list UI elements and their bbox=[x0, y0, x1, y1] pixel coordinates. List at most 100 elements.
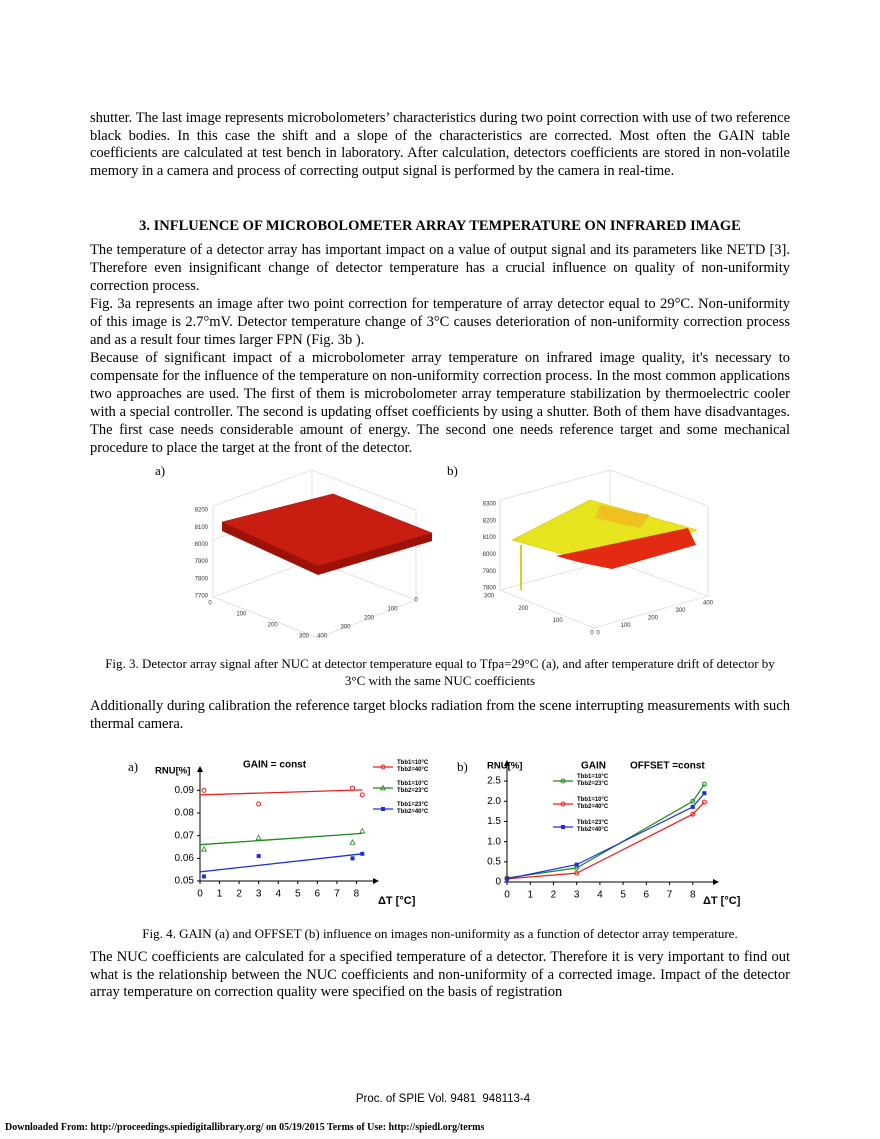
surface-tick-label: 200 bbox=[518, 606, 529, 612]
surface-tick-label: 8300 bbox=[483, 502, 497, 508]
paragraph: Because of significant impact of a micro… bbox=[90, 350, 790, 456]
surface-tick-label: 300 bbox=[299, 634, 310, 640]
x-tick-label: 7 bbox=[334, 889, 340, 900]
x-tick-label: 1 bbox=[527, 890, 533, 901]
figure-caption: Fig. 4. GAIN (a) and OFFSET (b) influenc… bbox=[142, 926, 738, 941]
paragraph: The temperature of a detector array has … bbox=[90, 242, 790, 294]
surface-tick-label: 7700 bbox=[195, 594, 209, 600]
surface-tick-label: 300 bbox=[484, 594, 495, 600]
series-line bbox=[506, 792, 705, 880]
x-tick-label: 5 bbox=[620, 890, 626, 901]
surface-tick-label: 7800 bbox=[195, 576, 209, 582]
legend-entry: Tbb1=10°C Tbb2=40°C bbox=[552, 797, 611, 811]
y-tick-label: 1.0 bbox=[487, 836, 501, 847]
figure-caption: Fig. 3. Detector array signal after NUC … bbox=[105, 656, 775, 688]
fit-line bbox=[199, 853, 363, 873]
legend-swatch bbox=[373, 784, 393, 791]
y-axis-label: RNU[%] bbox=[487, 761, 522, 772]
marker bbox=[201, 787, 207, 793]
surface-tick-label: 7900 bbox=[483, 569, 497, 575]
legend-label: Tbb1=23°C Tbb2=40°C bbox=[577, 820, 609, 833]
surface-tick-label: 0 bbox=[590, 631, 594, 637]
legend-entry: Tbb1=10°C Tbb2=23°C bbox=[372, 781, 431, 795]
section-body: The temperature of a detector array has … bbox=[90, 241, 790, 457]
footer: Proc. of SPIE Vol. 9481 948113-4 bbox=[355, 1093, 531, 1105]
marker bbox=[690, 811, 696, 817]
download-note: Downloaded From: http://proceedings.spie… bbox=[5, 1122, 485, 1133]
x-axis-label: ΔT [°C] bbox=[703, 895, 741, 907]
marker bbox=[690, 804, 695, 809]
surface-tick-label: 300 bbox=[675, 608, 686, 614]
surface-tick-label: 8200 bbox=[483, 518, 497, 524]
surface-tick-label: 100 bbox=[387, 607, 398, 613]
marker bbox=[201, 874, 206, 879]
x-tick-label: 8 bbox=[690, 890, 696, 901]
x-tick-label: 4 bbox=[275, 889, 281, 900]
legend-entry: Tbb1=10°C Tbb2=40°C bbox=[372, 760, 431, 774]
surface-tick-label: 300 bbox=[340, 625, 351, 631]
legend-entry: Tbb1=23°C Tbb2=40°C bbox=[372, 802, 431, 816]
x-tick-label: 7 bbox=[667, 890, 673, 901]
x-tick-label: 0 bbox=[197, 889, 203, 900]
legend-swatch bbox=[553, 801, 573, 807]
marker bbox=[256, 801, 262, 807]
surface-tick-label: 100 bbox=[236, 612, 247, 618]
legend-swatch bbox=[553, 778, 573, 784]
x-tick-label: 1 bbox=[217, 889, 223, 900]
legend-entry: Tbb1=10°C Tbb2=23°C bbox=[552, 774, 611, 788]
section-heading: 3. INFLUENCE OF MICROBOLOMETER ARRAY TEM… bbox=[139, 218, 741, 234]
surface-tick-label: 400 bbox=[317, 634, 328, 640]
surface-tick-label: 8200 bbox=[195, 508, 209, 514]
legend-label: Tbb1=23°C Tbb2=40°C bbox=[397, 802, 429, 815]
legend-label: Tbb1=10°C Tbb2=23°C bbox=[577, 774, 609, 787]
surface-tick-label: 8000 bbox=[195, 542, 209, 548]
surface-tick-label: 200 bbox=[648, 616, 659, 622]
paragraph: The NUC coefficients are calculated for … bbox=[90, 949, 790, 1001]
x-tick-label: 0 bbox=[504, 890, 510, 901]
y-axis-label: RNU[%] bbox=[155, 766, 190, 777]
legend-label: Tbb1=10°C Tbb2=40°C bbox=[577, 797, 609, 810]
marker bbox=[690, 798, 696, 804]
x-tick-label: 3 bbox=[574, 890, 580, 901]
legend-label: Tbb1=10°C Tbb2=23°C bbox=[397, 781, 429, 794]
marker bbox=[350, 785, 356, 791]
marker bbox=[350, 856, 355, 861]
surface-tick-label: 7800 bbox=[483, 586, 497, 592]
marker bbox=[349, 839, 356, 845]
legend-marker bbox=[380, 764, 386, 770]
surface-tick-label: 7900 bbox=[195, 559, 209, 565]
marker bbox=[702, 791, 707, 796]
surface-tick-label: 8100 bbox=[483, 535, 497, 541]
chart-title: GAIN bbox=[581, 761, 606, 772]
marker bbox=[200, 845, 207, 852]
paragraph: shutter. The last image represents micro… bbox=[90, 110, 790, 179]
chart-title: GAIN = const bbox=[243, 760, 307, 771]
marker bbox=[255, 834, 262, 841]
fit-line bbox=[199, 789, 363, 796]
marker bbox=[574, 870, 580, 876]
marker bbox=[574, 862, 579, 867]
x-tick-label: 2 bbox=[551, 890, 557, 901]
x-tick-label: 8 bbox=[354, 889, 360, 900]
y-tick-label: 2.5 bbox=[487, 776, 501, 787]
marker bbox=[505, 876, 509, 881]
series-line bbox=[506, 783, 705, 879]
legend-swatch bbox=[373, 764, 393, 770]
surface-plot-b bbox=[499, 469, 709, 629]
fit-line bbox=[199, 832, 363, 846]
surface-tick-label: 200 bbox=[268, 623, 279, 629]
legend-label: Tbb1=10°C Tbb2=40°C bbox=[397, 760, 429, 773]
surface-tick-label: 400 bbox=[703, 601, 714, 607]
legend-marker bbox=[381, 807, 385, 811]
y-tick-label: 0.06 bbox=[175, 853, 195, 864]
surface-tick-label: 200 bbox=[364, 616, 375, 622]
surface-plot-a bbox=[212, 469, 433, 639]
x-tick-label: 4 bbox=[597, 890, 603, 901]
surface-tick-label: 100 bbox=[553, 618, 564, 624]
y-tick-label: 0 bbox=[495, 877, 501, 888]
x-axis-label: ΔT [°C] bbox=[378, 895, 416, 907]
y-tick-label: 0.09 bbox=[175, 785, 195, 796]
